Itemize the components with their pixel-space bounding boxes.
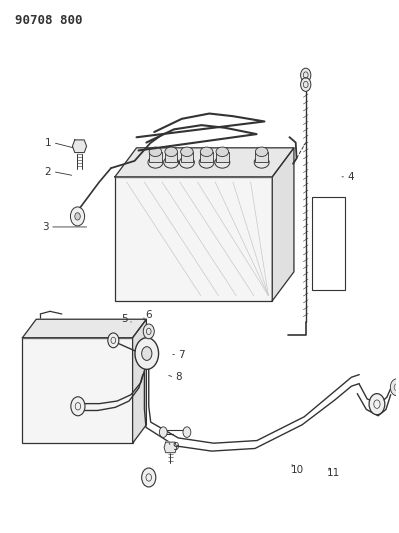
Text: 90708 800: 90708 800 [15, 14, 82, 27]
Circle shape [71, 207, 85, 226]
Circle shape [300, 68, 311, 82]
Bar [149, 152, 162, 163]
Ellipse shape [181, 147, 193, 157]
Ellipse shape [164, 157, 179, 168]
Ellipse shape [165, 147, 178, 157]
Ellipse shape [254, 157, 269, 168]
Circle shape [390, 379, 399, 395]
Bar [255, 152, 268, 163]
Text: 4: 4 [348, 172, 354, 182]
Circle shape [71, 397, 85, 416]
Circle shape [143, 324, 154, 339]
Polygon shape [272, 148, 294, 301]
Text: 9: 9 [173, 442, 179, 452]
Bar [200, 152, 213, 163]
Circle shape [135, 338, 158, 369]
Bar [22, 338, 132, 443]
Ellipse shape [200, 147, 213, 157]
Ellipse shape [199, 157, 214, 168]
Polygon shape [115, 148, 294, 177]
Bar [115, 177, 272, 301]
Polygon shape [132, 319, 146, 443]
Ellipse shape [215, 157, 230, 168]
Ellipse shape [216, 147, 229, 157]
Text: 7: 7 [178, 350, 185, 360]
Polygon shape [72, 140, 87, 152]
Text: 2: 2 [45, 166, 51, 176]
Circle shape [300, 78, 311, 91]
Circle shape [159, 427, 167, 438]
Circle shape [183, 427, 191, 438]
Ellipse shape [148, 157, 163, 168]
Circle shape [369, 393, 385, 415]
Bar [181, 152, 193, 163]
Circle shape [108, 333, 119, 348]
Text: 1: 1 [45, 138, 51, 148]
Text: 3: 3 [42, 222, 49, 232]
Bar [165, 152, 178, 163]
Ellipse shape [255, 147, 268, 157]
Text: 8: 8 [176, 372, 182, 382]
Text: 10: 10 [290, 465, 304, 474]
Circle shape [142, 346, 152, 360]
Ellipse shape [149, 147, 162, 157]
Bar [216, 152, 229, 163]
Polygon shape [164, 442, 177, 453]
Text: 5: 5 [121, 314, 128, 324]
Bar [312, 197, 345, 290]
Text: 6: 6 [145, 310, 152, 320]
Circle shape [142, 468, 156, 487]
Text: 11: 11 [327, 469, 340, 478]
Polygon shape [22, 319, 146, 338]
Ellipse shape [180, 157, 194, 168]
Circle shape [75, 213, 80, 220]
